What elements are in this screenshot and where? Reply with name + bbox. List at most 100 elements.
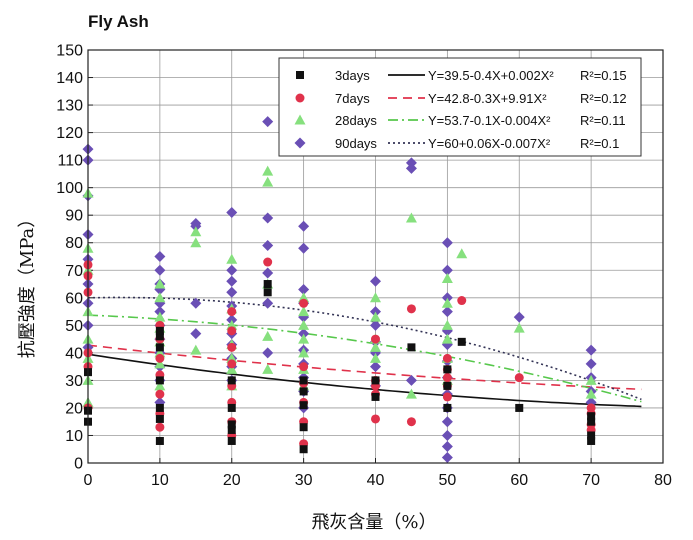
point-7days [227, 342, 237, 352]
point-3days [263, 288, 272, 297]
x-tick-label: 10 [151, 472, 169, 489]
point-3days [155, 376, 164, 385]
point-90days [154, 306, 166, 318]
fit-lines [87, 296, 642, 408]
point-28days [154, 278, 166, 289]
point-90days [226, 286, 238, 298]
legend-r2-7days: R²=0.12 [580, 91, 627, 106]
point-28days [370, 311, 381, 322]
legend-fit-7days: Y=42.8-0.3X+9.91X² [428, 91, 547, 106]
point-3days [443, 381, 452, 390]
fit-line-3days [87, 353, 642, 408]
point-28days [262, 165, 274, 176]
point-90days [226, 206, 238, 218]
y-tick-label: 90 [65, 208, 83, 225]
point-3days [155, 436, 164, 445]
point-3days [515, 403, 524, 412]
point-90days [370, 361, 381, 373]
point-3days [227, 376, 236, 385]
point-7days [442, 353, 452, 363]
x-tick-label: 60 [510, 472, 528, 489]
fit-line-28days [87, 314, 642, 403]
point-3days [299, 445, 308, 454]
point-90days [370, 319, 381, 331]
y-tick-label: 60 [65, 290, 83, 307]
point-3days [155, 403, 164, 412]
point-7days [371, 334, 380, 344]
point-90days [441, 292, 453, 304]
point-7days [155, 353, 165, 363]
y-axis-label: 抗壓強度（MPa） [17, 210, 38, 358]
point-7days [442, 373, 452, 383]
point-90days [262, 212, 274, 224]
point-90days [405, 374, 417, 386]
point-3days [587, 412, 596, 421]
point-7days [406, 417, 416, 427]
point-90days [226, 314, 238, 326]
point-28days [370, 292, 381, 303]
point-3days [155, 343, 164, 352]
point-28days [441, 333, 453, 344]
point-28days [405, 212, 417, 223]
y-tick-label: 50 [65, 318, 83, 335]
point-28days [456, 248, 468, 259]
point-90days [262, 267, 274, 279]
point-90days [298, 242, 310, 254]
point-90days [370, 275, 381, 287]
point-90days [298, 328, 310, 340]
y-tick-label: 10 [65, 428, 83, 445]
fit-line-90days [87, 296, 642, 401]
point-3days [407, 343, 416, 352]
point-3days [587, 417, 596, 426]
point-90days [262, 297, 274, 309]
point-28days [298, 319, 310, 330]
y-tick-label: 110 [57, 153, 83, 170]
point-90days [441, 440, 453, 452]
point-3days [155, 326, 164, 335]
point-3days [155, 414, 164, 423]
point-28days [370, 341, 381, 352]
legend-r2-90days: R²=0.1 [580, 136, 619, 151]
point-28days [154, 292, 166, 303]
y-tick-label: 150 [56, 43, 83, 60]
point-7days [586, 403, 596, 413]
point-7days [227, 359, 237, 369]
point-3days [227, 425, 236, 434]
point-7days [227, 307, 237, 317]
y-tick-label: 20 [65, 400, 83, 417]
legend-fit-90days: Y=60+0.06X-0.007X² [428, 136, 551, 151]
ticks: 0 10 20 30 40 50 60 70 80 0 10 20 30 40 50 60 70 80 90 100 1… [56, 43, 672, 490]
point-28days [585, 374, 597, 385]
legend-fit-3days: Y=39.5-0.4X+0.002X² [428, 68, 554, 83]
point-28days [441, 319, 453, 330]
point-7days [514, 373, 524, 383]
point-28days [262, 330, 274, 341]
x-tick-label: 80 [654, 472, 672, 489]
point-3days [155, 332, 164, 341]
point-90days [298, 220, 310, 232]
legend-fit-28days: Y=53.7-0.1X-0.004X² [428, 113, 551, 128]
point-7days [299, 362, 309, 372]
point-90days [298, 284, 310, 296]
point-28days [513, 322, 525, 333]
legend-box [278, 57, 642, 157]
point-28days [441, 297, 453, 308]
point-3days [587, 431, 596, 440]
legend-label-7days: 7days [335, 91, 370, 106]
point-90days [441, 237, 453, 249]
point-28days [298, 306, 310, 317]
point-3days [299, 401, 308, 410]
point-28days [298, 333, 310, 344]
point-90days [441, 306, 453, 318]
point-3days [457, 337, 466, 346]
point-90days [405, 157, 417, 169]
point-7days [299, 298, 309, 308]
legend-label-90days: 90days [335, 136, 377, 151]
y-tick-label: 40 [65, 345, 83, 362]
point-90days [154, 251, 166, 262]
point-28days [370, 352, 381, 363]
legend: 3days Y=39.5-0.4X+0.002X² R²=0.15 7days Y=42… [278, 57, 642, 157]
point-90days [441, 416, 453, 428]
point-28days [190, 344, 202, 355]
